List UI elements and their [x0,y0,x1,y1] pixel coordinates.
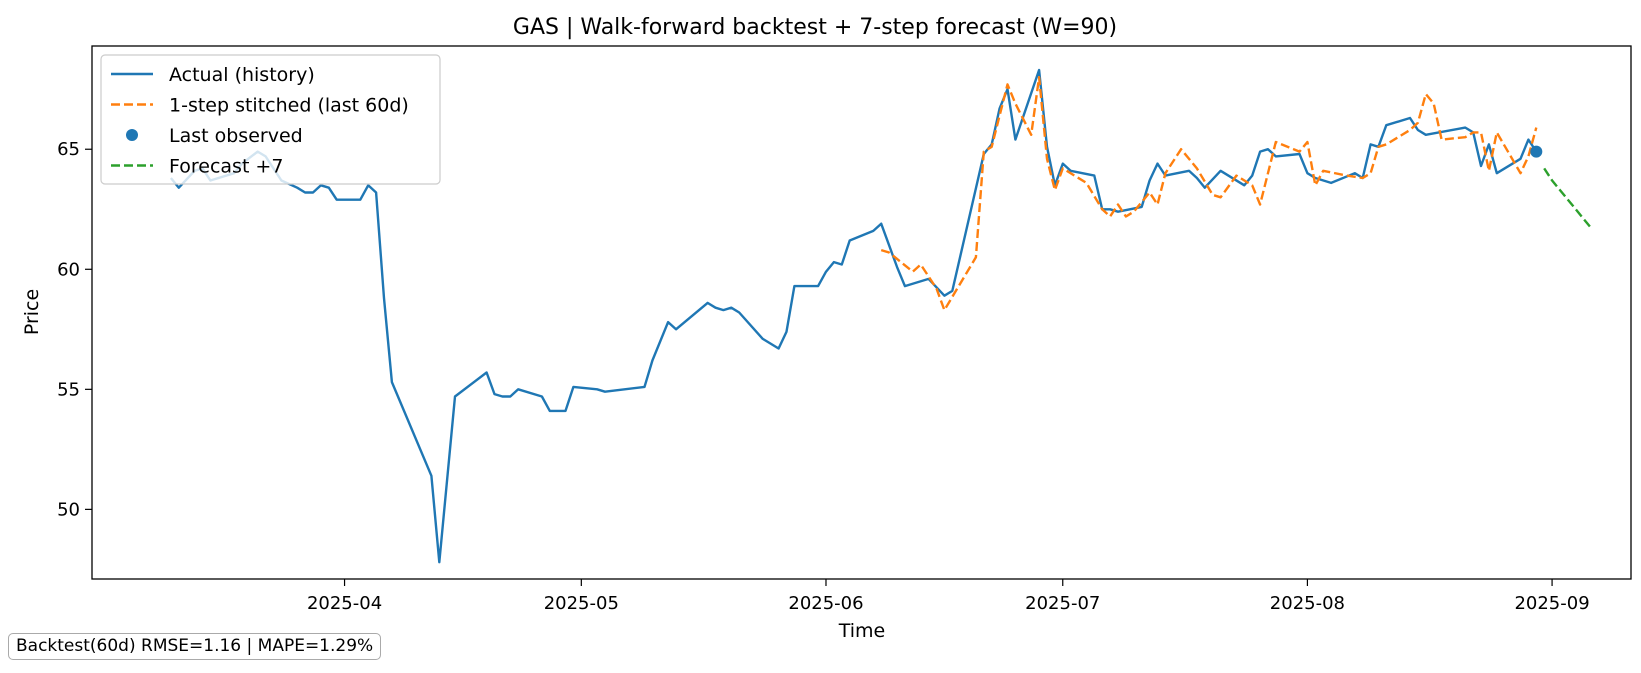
x-tick-label: 2025-06 [788,593,863,614]
series-layer [169,68,1593,564]
legend: Actual (history) 1-step stitched (last 60… [100,54,441,185]
chart-title: GAS | Walk-forward backtest + 7-step for… [513,15,1117,40]
x-tick-label: 2025-04 [307,593,382,614]
backtest-metrics-annotation: Backtest(60d) RMSE=1.16 | MAPE=1.29% [8,633,382,660]
one-step-stitched-line [880,75,1538,312]
actual-history-line [169,68,1538,564]
forecast-line [1543,167,1593,230]
legend-box [100,54,441,185]
plot-frame [91,45,1632,580]
y-axis: 50 55 60 65 [57,139,92,520]
x-axis: 2025-04 2025-05 2025-06 2025-07 2025-08 2025-… [307,579,1590,614]
y-tick-label: 65 [57,139,80,160]
x-tick-label: 2025-08 [1270,593,1345,614]
legend-entry-one-step-stitched-label: 1-step stitched (last 60d) [169,95,409,117]
x-axis-label: Time [838,620,886,642]
legend-entry-last-observed-swatch [126,129,138,141]
y-tick-label: 50 [57,499,80,520]
legend-entry-last-observed-label: Last observed [169,125,303,147]
x-tick-label: 2025-05 [544,593,619,614]
x-tick-label: 2025-09 [1514,593,1589,614]
x-tick-label: 2025-07 [1025,593,1100,614]
y-tick-label: 60 [57,259,80,280]
legend-entry-forecast-label: Forecast +7 [169,156,283,178]
y-tick-label: 55 [57,379,80,400]
legend-entry-actual-history-label: Actual (history) [169,64,315,86]
y-axis-label: Price [21,289,43,335]
last-observed-marker [1530,145,1543,158]
